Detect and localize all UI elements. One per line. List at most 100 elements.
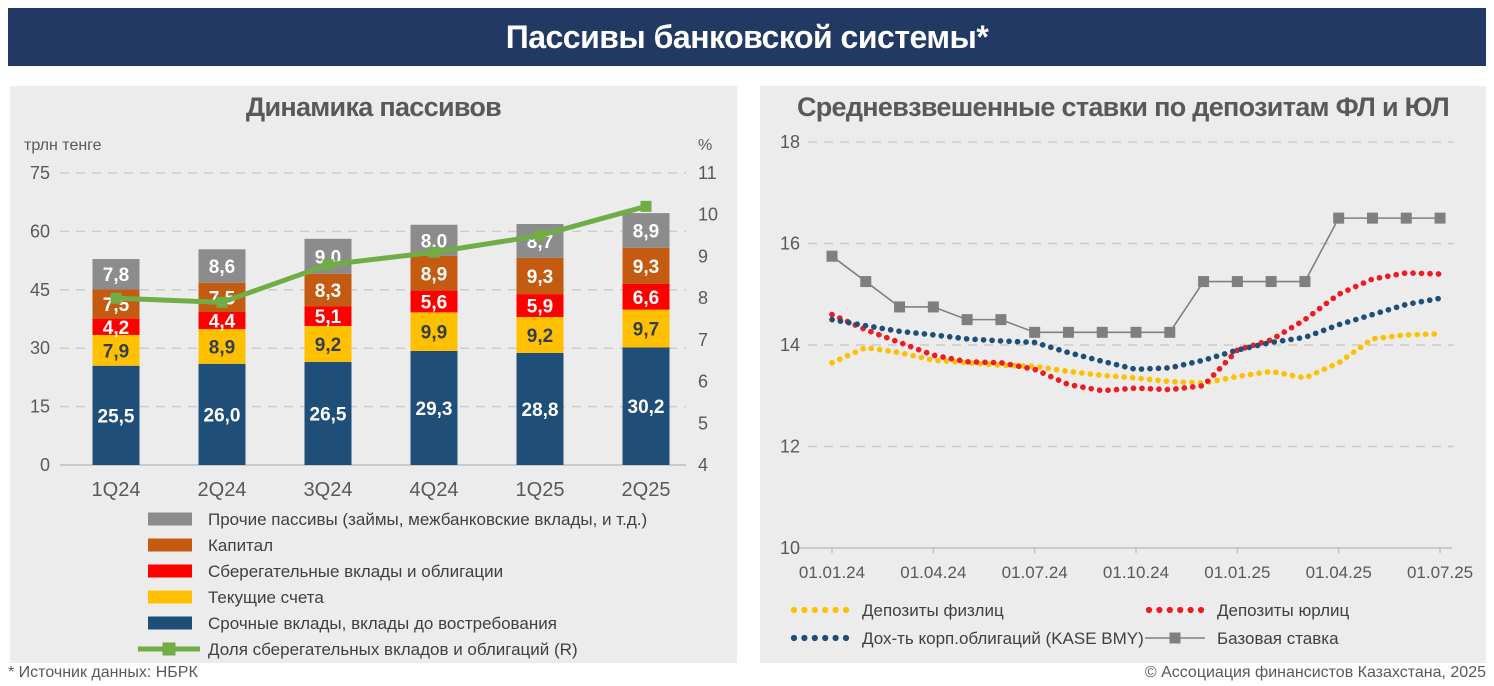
y-axis-tick-right: 4 [698,455,708,475]
bar-value-label: 8,9 [209,337,235,358]
x-axis-tick-label: 01.07.24 [1002,563,1068,582]
bar-segment [410,255,458,291]
legend-dot-swatch [832,606,839,614]
gridlines [60,172,686,466]
base-rate-marker [1062,326,1074,338]
right-axis-unit: % [698,137,712,154]
bar-value-label: 9,7 [633,320,659,341]
bar-segment [622,247,670,284]
legend-item: Сберегательные вклады и облигации [148,562,503,581]
legend-label: Дох-ть корп.облигаций (KASE BMY) [862,629,1144,648]
share-line-marker [216,296,228,308]
bar-segment [92,259,140,290]
y-axis-tick-left: 75 [30,163,50,183]
category-label: 2Q25 [622,479,671,501]
bar-segment [410,350,458,465]
bar-value-label: 30,2 [628,397,665,418]
base-rate-line [831,217,1441,334]
bar-value-label: 7,9 [103,341,129,362]
legend-swatch [148,564,192,578]
legend-label: Базовая ставка [1217,629,1339,648]
base-rate-marker [1198,276,1210,288]
legend-label: Капитал [208,536,273,555]
category-label: 3Q24 [304,479,353,501]
bar-segment [198,311,246,330]
legend-label: Текущие счета [208,588,324,607]
base-rate-marker [1400,212,1412,224]
bar-segment [516,257,564,295]
bar-value-label: 8,0 [421,231,447,252]
legend-item: Прочие пассивы (займы, межбанковские вкл… [148,510,647,529]
base-rate-marker [1096,326,1108,338]
legend-dot-swatch [1145,606,1153,614]
legend-dot-swatch [842,634,850,642]
x-axis-tick-label: 01.07.25 [1407,563,1473,582]
category-label: 1Q25 [516,479,565,501]
bar-value-label: 8,9 [421,264,447,285]
legend-item: Депозиты юрлиц [1145,601,1349,620]
base-rate-marker [961,314,973,326]
panel-liabilities: Динамика пассивов 0 15 30 45 60 75 4 5 6 7 8 9 10 11 т… [10,86,737,663]
bar-segment [622,309,670,348]
base-rate-marker [927,301,939,313]
legend-swatch [148,590,192,604]
bar-segment [516,317,564,353]
copyright-note: © Ассоциация финансистов Казахстана, 202… [1144,664,1486,681]
legend-line-marker [162,642,176,656]
legend-dot-swatch [1187,606,1194,614]
base-rate-marker [1434,212,1446,224]
bar-segment [198,363,246,465]
share-line-marker [640,200,652,212]
share-line-marker [322,259,334,271]
y-axis-tick-left: 30 [30,338,50,358]
bar-value-label: 25,5 [98,406,135,427]
legend-dot-swatch [801,606,808,614]
legend-item: Срочные вклады, вклады до востребования [148,614,557,633]
bar-segment [622,213,670,248]
legend-dot-swatch [822,606,829,614]
bar-segment [198,249,246,283]
legend-dot-swatch [832,634,839,642]
legend-dot-swatch [1156,606,1163,614]
bar-segment [516,352,564,465]
main-title-bar: Пассивы банковской системы* [8,8,1486,66]
bar-segment [622,347,670,465]
bar-value-label: 29,3 [416,399,453,420]
bar-value-label: 9,3 [633,257,659,278]
category-label: 2Q24 [198,479,247,501]
bar-value-label: 8,6 [209,257,235,278]
stacked-bars: 25,57,94,27,57,826,08,94,47,58,626,59,25… [92,213,670,465]
legend-item: Базовая ставка [1145,629,1339,648]
legend-label: Депозиты юрлиц [1217,601,1349,620]
legend-swatch [148,538,192,552]
base-rate-marker [1029,326,1041,338]
legend-dot-swatch [822,634,829,642]
category-label: 1Q24 [92,479,141,501]
y-axis-tick: 18 [780,132,800,152]
share-line [115,203,647,305]
liabilities-chart-title: Динамика пассивов [245,92,502,122]
bar-value-label: 8,9 [633,221,659,242]
base-rate-marker [1130,326,1142,338]
y-axis-tick-right: 5 [698,413,708,433]
bar-value-label: 9,2 [527,326,553,347]
y-axis-tick: 16 [780,234,800,254]
y-axis-tick-right: 8 [698,288,708,308]
base-rate-marker [1366,212,1378,224]
legend-item: Доля сберегательных вкладов и облигаций … [138,640,578,659]
legend-item: Дох-ть корп.облигаций (KASE BMY) [790,629,1144,648]
bar-segment [304,361,352,465]
legend-dot-swatch [790,634,798,642]
legend-dot-swatch [790,606,798,614]
y-axis-tick: 12 [780,437,800,457]
legend-item: Депозиты физлиц [790,601,1004,620]
x-axis-tick-label: 01.01.24 [799,563,865,582]
bar-value-label: 9,9 [421,323,447,344]
bar-value-label: 8,3 [315,281,341,302]
base-rate-marker [860,276,872,288]
bar-segment [410,312,458,351]
bar-value-label: 26,0 [204,405,241,426]
legend-dot-swatch [811,634,818,642]
x-axis-tick-label: 01.04.25 [1306,563,1372,582]
